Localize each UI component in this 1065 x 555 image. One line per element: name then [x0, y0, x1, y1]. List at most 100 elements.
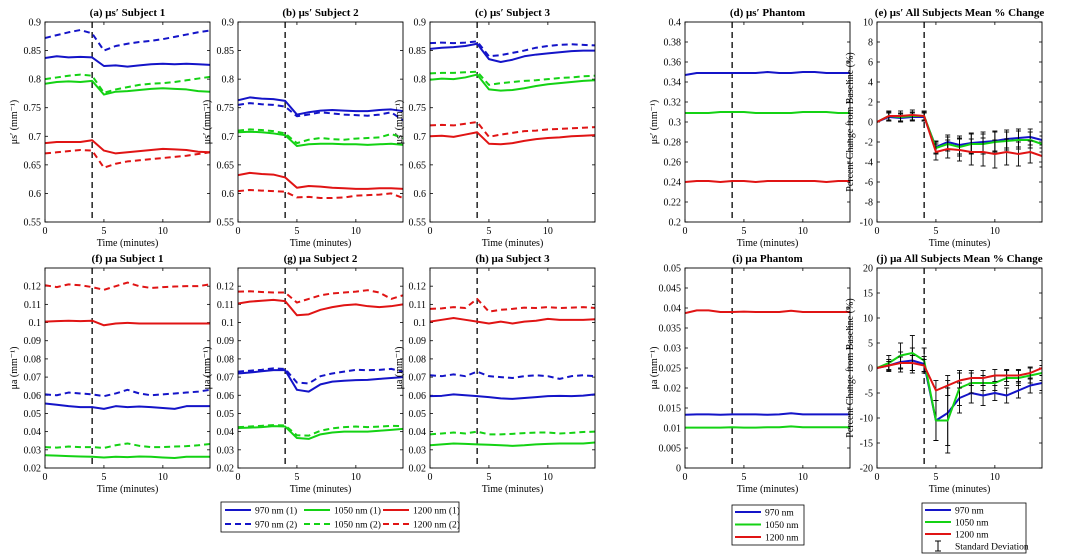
y-tick-label: 0.4 — [669, 18, 682, 29]
series-1200-nm — [877, 355, 1042, 401]
y-tick-label: 0.8 — [29, 75, 42, 86]
panel-c: (c) μs′ Subject 3 0.55 0.6 0.65 0.7 0.75 0.8 0.… — [394, 7, 596, 249]
y-tick-label: -4 — [865, 158, 873, 169]
y-tick-label: 0.02 — [409, 464, 427, 475]
x-tick-label: 10 — [158, 226, 168, 237]
series-line — [238, 289, 403, 304]
series-line — [45, 454, 210, 459]
series-1200-nm-1- — [238, 171, 403, 190]
y-tick-label: 0.01 — [664, 424, 682, 435]
series-970-nm-2- — [45, 388, 210, 398]
series-line — [238, 424, 403, 437]
y-tick-label: 0.03 — [664, 344, 682, 355]
y-tick-label: 8 — [868, 38, 873, 49]
series-1200-nm — [685, 180, 850, 183]
series-1200-nm-1- — [45, 139, 210, 155]
x-axis-label: Time (minutes) — [97, 484, 159, 495]
plot-area — [430, 297, 595, 447]
y-tick-label: 0.08 — [24, 354, 42, 365]
series-1200-nm — [877, 109, 1042, 169]
series-line — [430, 131, 595, 146]
panel-i: (i) μa Phantom 0 0.005 0.01 0.015 0.02 0.025 0.… — [649, 253, 851, 495]
series-1050-nm-1- — [238, 425, 403, 440]
series-line — [45, 29, 210, 52]
x-axis-label: Time (minutes) — [482, 238, 544, 249]
y-tick-label: 0.11 — [24, 300, 41, 311]
plot-area — [238, 289, 403, 440]
series-line — [685, 180, 850, 183]
x-axis-label: Time (minutes) — [482, 484, 544, 495]
series-line — [685, 412, 850, 416]
axes-box — [429, 21, 596, 223]
series-line — [430, 441, 595, 447]
x-tick-label: 5 — [101, 226, 106, 237]
series-1050-nm-2- — [45, 442, 210, 449]
legend-label: 1200 nm (1) — [413, 506, 460, 517]
series-line — [238, 367, 403, 385]
panel-b: (b) μs′ Subject 2 0.55 0.6 0.65 0.7 0.75 0.8 0.… — [202, 7, 404, 249]
plot-area — [685, 71, 850, 183]
series-line — [45, 319, 210, 327]
x-tick-label: 10 — [351, 472, 361, 483]
x-tick-label: 0 — [236, 226, 241, 237]
x-tick-label: 5 — [486, 226, 491, 237]
y-tick-label: 0.045 — [659, 284, 682, 295]
series-line — [430, 370, 595, 380]
y-axis-label: μs′ (mm⁻¹) — [649, 100, 660, 144]
series-line — [430, 70, 595, 86]
y-tick-label: -15 — [860, 439, 873, 450]
series-line — [45, 442, 210, 449]
x-tick-label: 0 — [236, 472, 241, 483]
y-tick-label: 2 — [868, 98, 873, 109]
y-tick-label: -6 — [865, 178, 873, 189]
series-line — [430, 40, 595, 58]
y-tick-label: 0.07 — [217, 373, 235, 384]
y-tick-label: 0.005 — [659, 444, 682, 455]
x-axis-label: Time (minutes) — [97, 238, 159, 249]
plot-area — [238, 96, 403, 199]
axes-box — [237, 267, 404, 469]
series-line — [238, 189, 403, 199]
plot-area — [45, 29, 210, 169]
x-tick-label: 10 — [543, 226, 553, 237]
panel-title: (b) μs′ Subject 2 — [282, 7, 359, 19]
y-tick-label: 0.24 — [664, 178, 682, 189]
series-line — [430, 317, 595, 325]
x-axis-label: Time (minutes) — [929, 484, 991, 495]
legend-label: 970 nm (1) — [255, 506, 297, 517]
series-line — [238, 102, 403, 122]
y-tick-label: 0.65 — [24, 160, 42, 171]
y-tick-label: 0.015 — [659, 404, 682, 415]
y-tick-label: -8 — [865, 198, 873, 209]
y-tick-label: 0.9 — [222, 18, 235, 29]
series-1200-nm-1- — [430, 317, 595, 325]
legend-subjects: 970 nm (1) 1050 nm (1) 1200 nm (1) 970 nm (… — [220, 501, 460, 533]
panel-title: (g) μa Subject 2 — [284, 253, 358, 265]
series-line — [685, 111, 850, 114]
axes-box — [44, 267, 211, 469]
y-tick-label: 0.7 — [414, 132, 427, 143]
legend-label: 1050 nm (2) — [334, 520, 381, 531]
y-tick-label: 0.28 — [664, 138, 682, 149]
y-tick-label: -10 — [860, 414, 873, 425]
series-line — [430, 297, 595, 313]
panel-title: (f) μa Subject 1 — [92, 253, 164, 265]
series-970-nm — [685, 71, 850, 76]
x-tick-label: 0 — [428, 226, 433, 237]
series-line — [685, 425, 850, 429]
panel-a: (a) μs′ Subject 1 0.55 0.6 0.65 0.7 0.75 0.8 0.… — [9, 7, 211, 249]
y-tick-label: 0.06 — [24, 391, 42, 402]
y-tick-label: 0.6 — [414, 189, 427, 200]
y-axis-label: μa (mm⁻¹) — [202, 347, 213, 390]
series-1200-nm-1- — [45, 319, 210, 327]
y-tick-label: 0.07 — [24, 373, 42, 384]
series-1050-nm-2- — [430, 70, 595, 86]
series-line — [877, 362, 1042, 392]
x-tick-label: 10 — [543, 472, 553, 483]
y-tick-label: 0.035 — [659, 324, 682, 335]
y-tick-label: 10 — [863, 314, 873, 325]
y-axis-label: Percent Change from Baseline (%) — [845, 52, 856, 191]
axes-box — [876, 267, 1043, 469]
y-axis-label: μa (mm⁻¹) — [9, 347, 20, 390]
